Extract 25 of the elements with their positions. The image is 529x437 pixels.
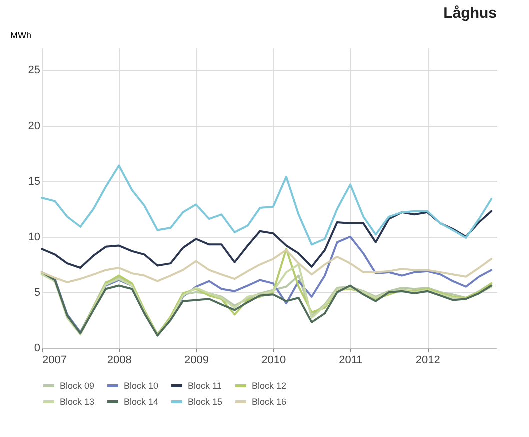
- legend-label: Block 12: [252, 381, 287, 391]
- legend-label: Block 16: [252, 397, 287, 407]
- y-tick-label: 0: [34, 342, 40, 354]
- line-series: [41, 249, 493, 284]
- y-tick-label: 5: [34, 286, 40, 299]
- x-tick-label: 2007: [42, 354, 67, 366]
- y-tick-label: 20: [28, 120, 40, 132]
- line-series: [41, 164, 493, 246]
- y-axis-title: MWh: [10, 30, 32, 40]
- chart-title: Låghus: [444, 5, 497, 22]
- x-tick-label: 2011: [339, 354, 363, 366]
- legend-label: Block 11: [188, 381, 222, 391]
- y-tick-label: 10: [28, 231, 40, 244]
- x-tick-label: 2009: [184, 354, 209, 366]
- x-tick-label: 2010: [262, 354, 286, 366]
- legend-label: Block 09: [60, 381, 95, 391]
- x-tick-label: 2012: [416, 354, 440, 366]
- y-tick-label: 25: [28, 64, 40, 77]
- x-tick-label: 2008: [107, 354, 132, 366]
- legend-label: Block 10: [124, 381, 159, 391]
- y-tick-label: 15: [28, 176, 40, 188]
- legend-label: Block 13: [60, 397, 95, 407]
- legend-label: Block 14: [124, 397, 159, 407]
- legend-label: Block 15: [188, 397, 223, 407]
- line-series: [41, 210, 493, 269]
